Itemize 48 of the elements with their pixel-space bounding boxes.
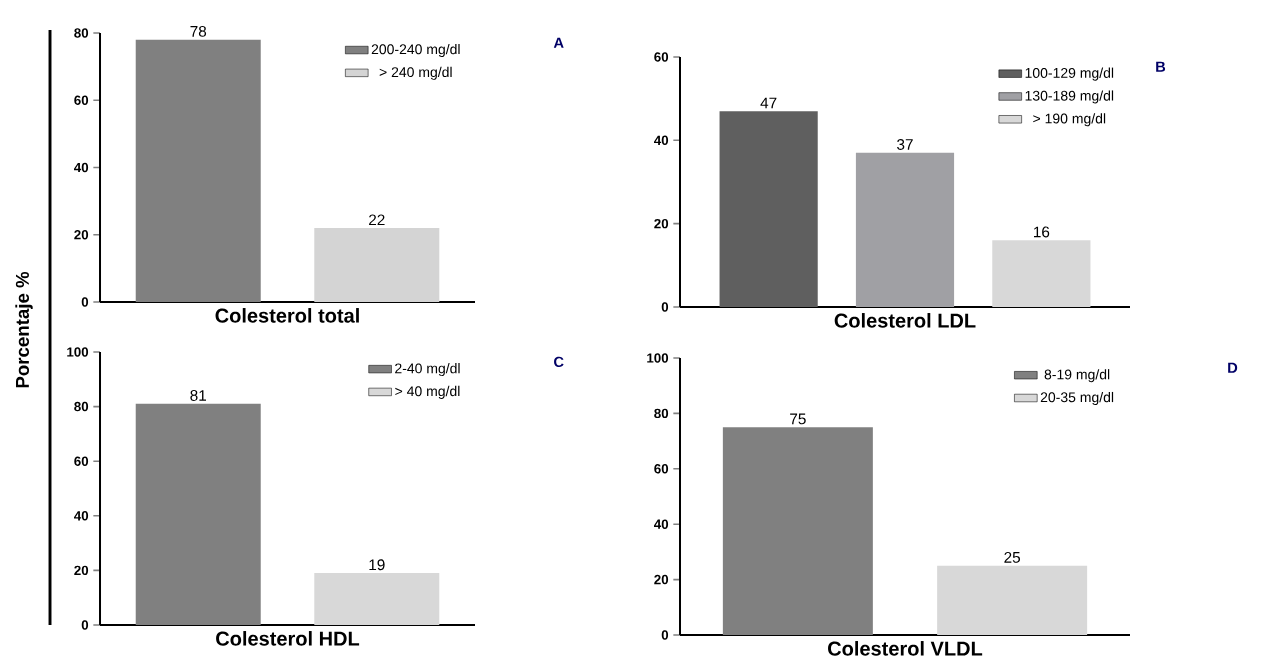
legend-label: 130-189 mg/dl [1025,90,1114,104]
text: C [554,356,564,368]
x-axis-title: Colesterol HDL [216,631,360,646]
text: D [1228,362,1238,373]
y-tick-label: 60 [74,95,89,105]
data-label: 37 [897,139,913,150]
data-label: 78 [190,25,207,37]
y-tick-label: 100 [67,347,89,357]
legend-label: 200-240 mg/dl [371,43,460,58]
y-tick-label: 40 [74,162,89,173]
y-tick-label: 60 [654,52,669,62]
x-axis-title: Colesterol LDL [834,313,976,328]
text: B [1156,61,1166,72]
y-tick-label: 0 [661,630,669,640]
x-axis-title: Colesterol total [215,308,359,323]
data-label: 81 [190,390,206,401]
data-label: 22 [369,214,385,226]
legend-label: 100-129 mg/dl [1025,67,1114,81]
y-tick-label: 80 [74,28,89,38]
y-tick-label: 40 [74,511,89,521]
legend-label: > 40 mg/dl [395,385,460,399]
y-axis-title: Porcentaje % [15,271,33,388]
legend-label: 20-35 mg/dl [1040,391,1114,405]
legend-label: 8-19 mg/dl [1044,369,1110,383]
data-label: 47 [760,97,777,109]
data-label: 16 [1034,226,1050,238]
data-label: 75 [790,413,806,425]
text: A [553,37,564,48]
y-tick-label: 20 [654,218,669,229]
x-axis-title: Colesterol VLDL [828,641,983,656]
y-tick-label: 80 [654,408,669,419]
y-tick-label: 80 [74,401,89,412]
y-tick-label: 20 [654,574,669,585]
data-label: 19 [369,559,385,571]
legend-label: > 240 mg/dl [379,66,452,80]
y-tick-label: 0 [661,302,669,312]
legend-label: 2-40 mg/dl [395,363,460,377]
y-tick-label: 0 [81,297,89,307]
y-tick-label: 20 [74,565,89,576]
data-label: 25 [1004,551,1021,563]
y-tick-label: 20 [74,230,89,240]
legend-label: > 190 mg/dl [1033,113,1106,127]
y-tick-label: 40 [654,519,669,529]
y-tick-label: 0 [81,620,89,630]
y-tick-label: 60 [74,456,89,466]
y-tick-label: 100 [647,353,669,363]
y-tick-label: 60 [654,464,669,474]
y-tick-label: 40 [654,135,669,146]
